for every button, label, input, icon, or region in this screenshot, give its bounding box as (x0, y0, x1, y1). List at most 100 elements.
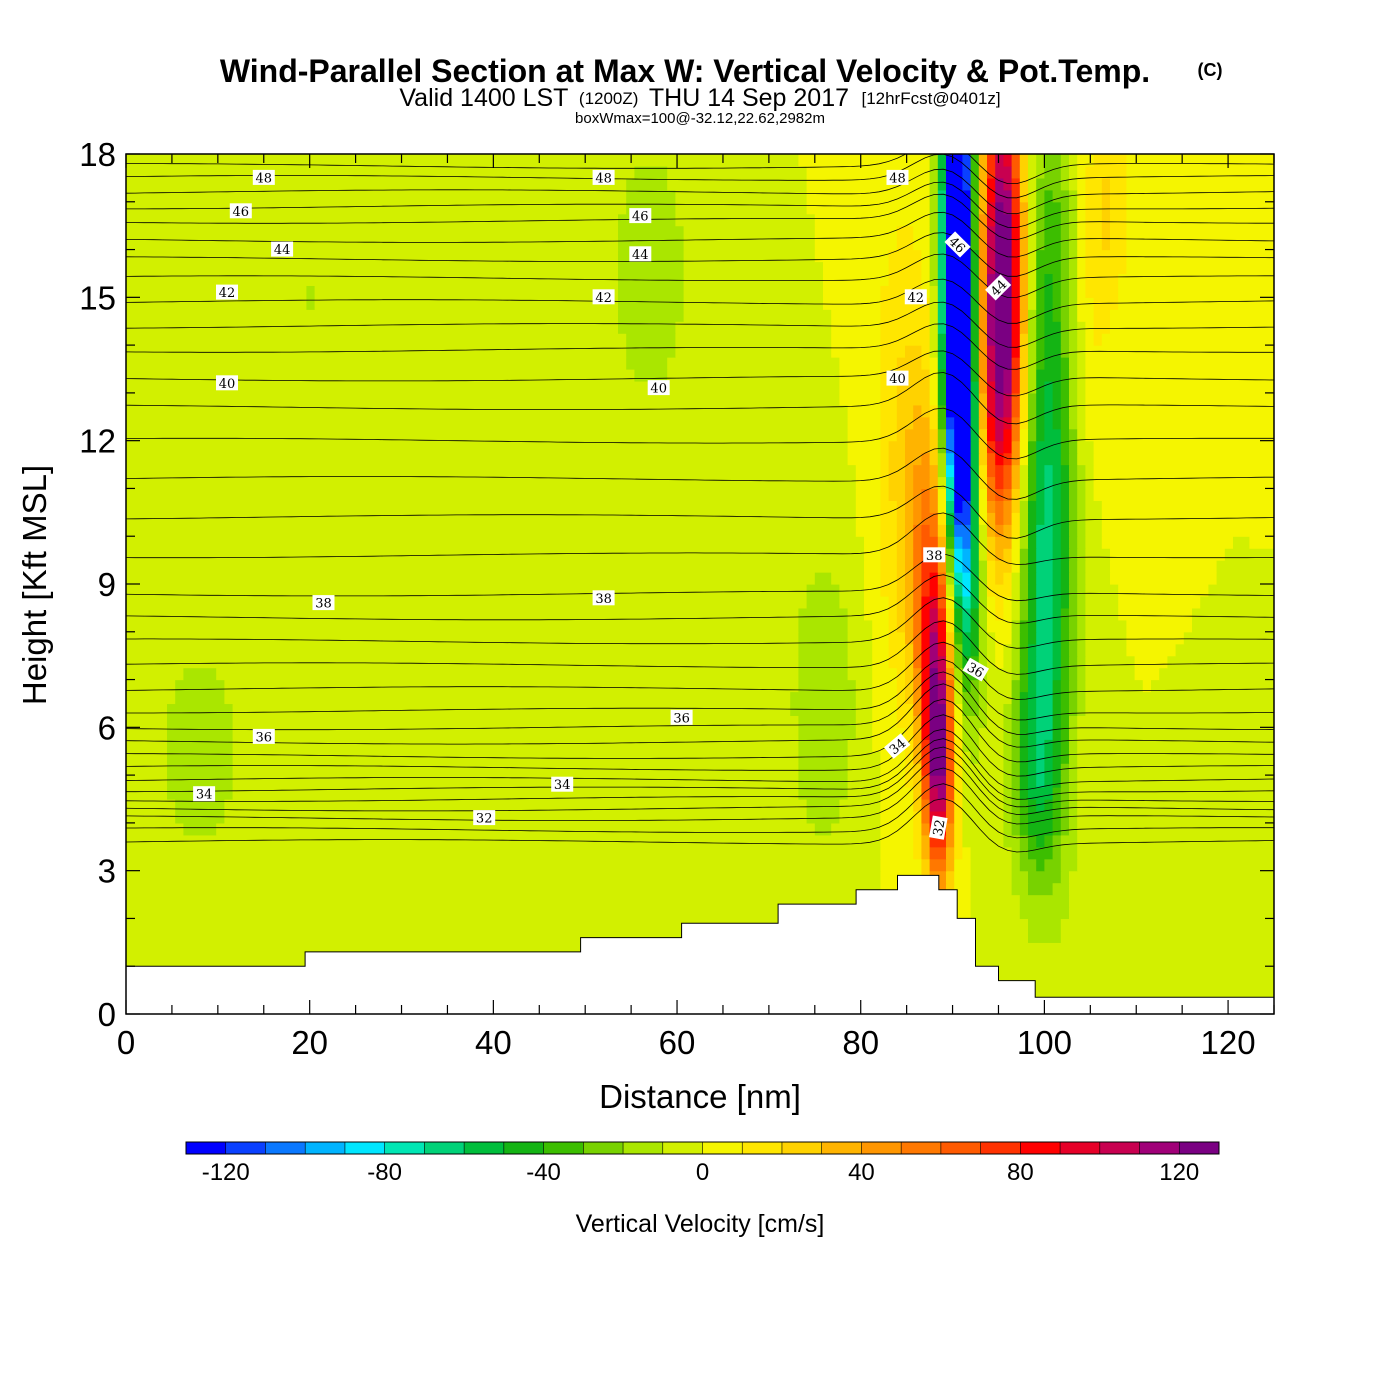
velocity-cell (1019, 285, 1029, 298)
velocity-cell (1077, 631, 1086, 645)
velocity-cell (1052, 500, 1062, 513)
velocity-cell (126, 249, 619, 263)
velocity-cell (905, 643, 914, 657)
velocity-cell (126, 787, 168, 800)
velocity-cell (970, 548, 980, 561)
velocity-cell (1077, 309, 1095, 322)
velocity-cell (1036, 297, 1045, 310)
velocity-cell (880, 428, 898, 442)
velocity-cell (855, 715, 873, 728)
velocity-cell (1085, 691, 1274, 705)
theta-contour-label: 40 (216, 375, 238, 392)
velocity-cell (1126, 225, 1274, 239)
velocity-cell (798, 739, 849, 752)
velocity-cell (1011, 643, 1021, 657)
velocity-cell (1126, 643, 1177, 657)
velocity-cell (913, 799, 922, 812)
velocity-cell (1069, 273, 1078, 286)
velocity-cell (962, 177, 972, 191)
velocity-cell (1028, 643, 1037, 657)
velocity-cell (1118, 584, 1209, 597)
velocity-cell (921, 536, 939, 549)
theta-contour-label: 36 (962, 657, 990, 682)
velocity-cell (888, 607, 898, 621)
velocity-cell (1085, 524, 1103, 537)
velocity-cell (905, 572, 914, 585)
velocity-cell (905, 560, 914, 573)
velocity-cell (1011, 213, 1021, 227)
contour-label-text: 36 (673, 711, 690, 726)
velocity-cell (1069, 882, 1274, 896)
velocity-cell (921, 357, 931, 370)
velocity-cell (1077, 416, 1086, 430)
velocity-cell (126, 476, 857, 490)
velocity-cell (913, 643, 922, 657)
velocity-cell (1019, 416, 1029, 430)
velocity-cell (1060, 297, 1070, 310)
velocity-cell (1019, 333, 1029, 346)
velocity-cell (978, 631, 988, 645)
velocity-cell (978, 560, 988, 573)
velocity-cell (1052, 763, 1062, 776)
velocity-cell (880, 822, 914, 836)
velocity-cell (962, 703, 980, 716)
velocity-cell (946, 679, 955, 693)
velocity-cell (921, 846, 931, 860)
contour-label-text: 34 (554, 778, 571, 793)
velocity-cell (970, 978, 1274, 991)
velocity-cell (675, 333, 832, 346)
velocity-cell (839, 595, 865, 609)
velocity-cell (905, 488, 914, 501)
velocity-cell (823, 261, 890, 275)
velocity-cell (126, 584, 808, 597)
velocity-cell (970, 380, 980, 394)
velocity-cell (970, 906, 1021, 920)
velocity-cell (929, 154, 939, 167)
velocity-cell (855, 703, 873, 716)
velocity-cell (1019, 858, 1037, 872)
velocity-cell (1069, 321, 1078, 334)
velocity-cell (987, 165, 996, 179)
velocity-cell (946, 667, 955, 681)
velocity-cell (1028, 810, 1054, 824)
velocity-cell (872, 619, 890, 633)
velocity-cell (847, 452, 881, 466)
velocity-cell (1019, 488, 1029, 501)
velocity-cell (1085, 536, 1103, 549)
velocity-cell (995, 572, 1004, 585)
velocity-cell (1019, 309, 1029, 322)
velocity-cell (1036, 584, 1054, 597)
velocity-cell (847, 428, 881, 442)
velocity-cell (1060, 488, 1070, 501)
velocity-cell (880, 584, 898, 597)
velocity-cell (937, 512, 947, 525)
velocity-cell (1036, 464, 1045, 478)
colorbar-segment (1099, 1142, 1140, 1154)
velocity-cell (126, 834, 881, 848)
velocity-cell (978, 440, 988, 454)
velocity-cell (946, 309, 972, 322)
velocity-cell (1036, 607, 1054, 621)
velocity-cell (954, 416, 972, 430)
theta-contour-line (126, 154, 1274, 185)
velocity-cell (1003, 512, 1013, 525)
velocity-cell (872, 715, 898, 728)
velocity-cell (1069, 548, 1078, 561)
velocity-cell (1044, 739, 1054, 752)
velocity-cell (888, 631, 906, 645)
velocity-cell (1052, 679, 1062, 693)
velocity-cell (126, 189, 627, 203)
velocity-cell (1077, 834, 1274, 848)
velocity-cell (929, 631, 939, 645)
velocity-cell (1085, 679, 1144, 693)
velocity-cell (1069, 691, 1078, 705)
colorbar-segment (702, 1142, 743, 1154)
velocity-cell (937, 584, 947, 597)
velocity-cell (1003, 763, 1013, 776)
velocity-cell (1036, 691, 1054, 705)
velocity-cell (1060, 249, 1070, 263)
velocity-cell (929, 369, 939, 382)
velocity-cell (913, 404, 922, 418)
velocity-cell (806, 165, 931, 179)
